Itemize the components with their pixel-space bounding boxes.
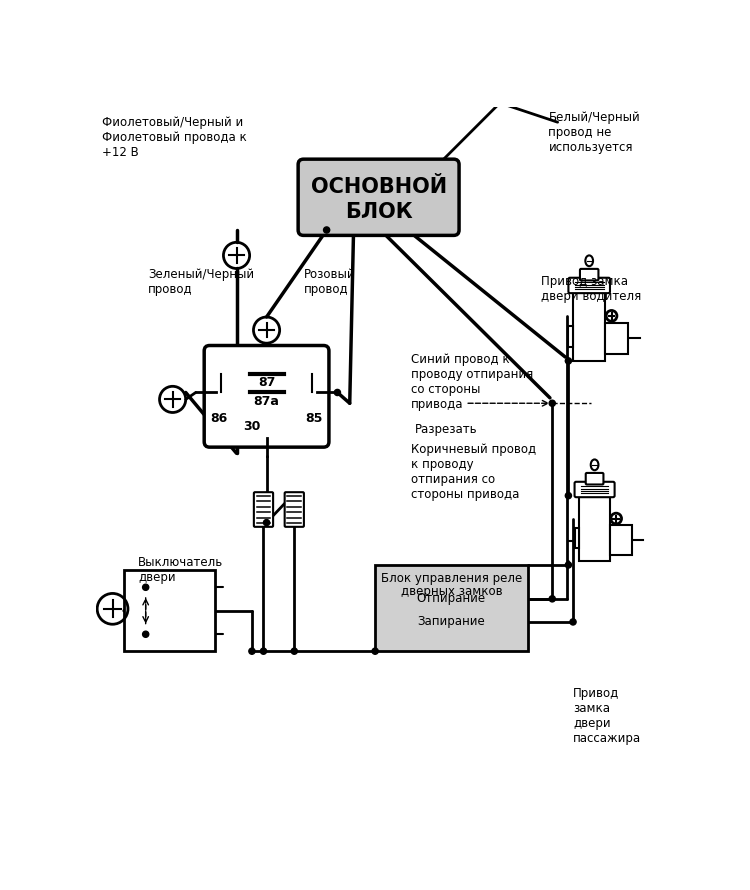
Circle shape: [566, 492, 572, 498]
Circle shape: [334, 390, 340, 395]
Text: Запирание: Запирание: [418, 615, 485, 628]
Circle shape: [549, 400, 555, 407]
Text: 87: 87: [258, 376, 275, 389]
Bar: [573, 292, 605, 361]
Ellipse shape: [585, 255, 593, 266]
Circle shape: [263, 520, 270, 526]
FancyBboxPatch shape: [586, 473, 604, 484]
Circle shape: [566, 358, 572, 364]
FancyBboxPatch shape: [568, 278, 610, 293]
Circle shape: [549, 595, 555, 602]
FancyBboxPatch shape: [285, 492, 304, 527]
Text: 87a: 87a: [254, 395, 280, 408]
FancyBboxPatch shape: [298, 159, 459, 235]
Circle shape: [142, 584, 148, 590]
FancyBboxPatch shape: [580, 269, 598, 280]
Text: 86: 86: [210, 412, 227, 425]
Bar: [124, 570, 215, 651]
Circle shape: [249, 648, 255, 654]
Text: ОСНОВНОЙ: ОСНОВНОЙ: [310, 177, 447, 198]
Circle shape: [142, 631, 148, 637]
Circle shape: [570, 619, 576, 625]
Text: Фиолетовый/Черный и
Фиолетовый провода к
+12 В: Фиолетовый/Черный и Фиолетовый провода к…: [102, 116, 247, 159]
Circle shape: [372, 648, 378, 654]
FancyBboxPatch shape: [574, 481, 614, 498]
Circle shape: [291, 648, 297, 654]
Bar: [574, 529, 579, 548]
Text: Синий провод к
проводу отпирания
со стороны
привода: Синий провод к проводу отпирания со стор…: [411, 353, 533, 411]
Bar: [605, 323, 628, 354]
Text: Разрезать: Разрезать: [416, 424, 478, 436]
Ellipse shape: [591, 459, 598, 470]
Circle shape: [323, 227, 330, 233]
Text: дверных замков: дверных замков: [400, 585, 502, 597]
Bar: [579, 496, 610, 561]
Circle shape: [260, 648, 266, 654]
Bar: [375, 565, 527, 651]
Text: 30: 30: [243, 420, 260, 433]
FancyBboxPatch shape: [204, 345, 329, 447]
FancyBboxPatch shape: [254, 492, 273, 527]
Text: Коричневый провод
к проводу
отпирания со
стороны привода: Коричневый провод к проводу отпирания со…: [411, 443, 536, 501]
Text: Розовый
провод: Розовый провод: [304, 269, 355, 296]
Text: Привод замка
двери водителя: Привод замка двери водителя: [541, 275, 641, 303]
Text: 85: 85: [305, 412, 323, 425]
Text: Блок управления реле: Блок управления реле: [381, 572, 522, 586]
Bar: [568, 327, 573, 347]
Text: Зеленый/Черный
провод: Зеленый/Черный провод: [148, 269, 254, 296]
Text: БЛОК: БЛОК: [345, 202, 412, 222]
Text: Привод
замка
двери
пассажира: Привод замка двери пассажира: [573, 687, 641, 746]
Text: Отпирание: Отпирание: [417, 593, 486, 605]
Text: Выключатель
двери: Выключатель двери: [138, 555, 224, 584]
Text: Белый/Черный
провод не
используется: Белый/Черный провод не используется: [548, 110, 640, 154]
Bar: [610, 525, 632, 554]
Circle shape: [566, 562, 572, 568]
